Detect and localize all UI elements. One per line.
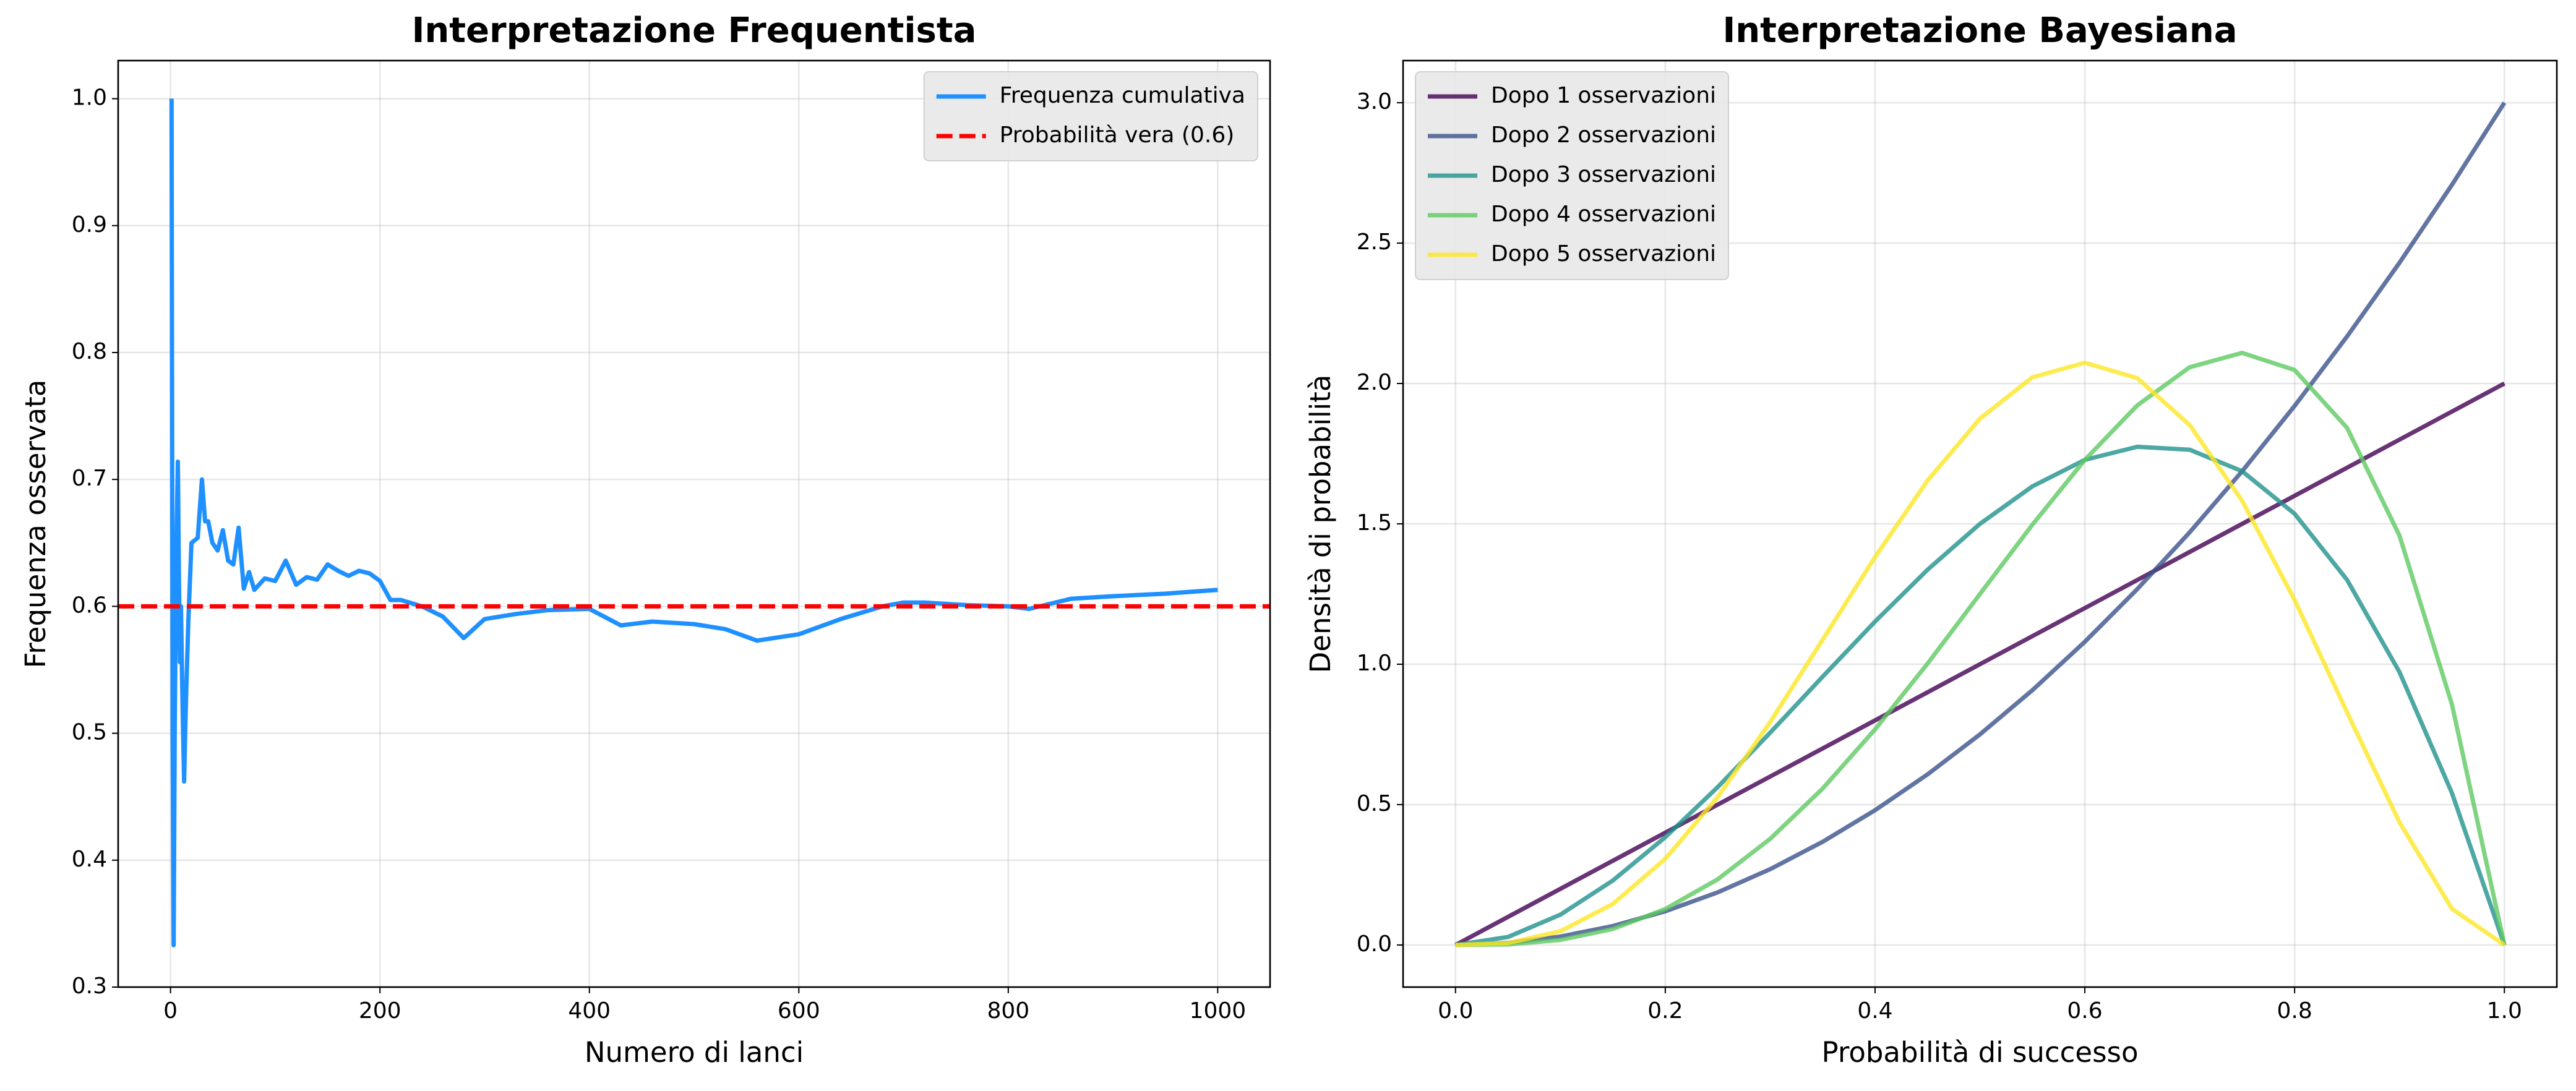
y-axis-label: Frequenza osservata <box>19 380 52 669</box>
x-tick-label: 0.4 <box>1857 998 1892 1024</box>
legend-label: Dopo 3 osservazioni <box>1491 162 1716 187</box>
chart-title: Interpretazione Frequentista <box>412 11 977 51</box>
legend-label: Dopo 5 osservazioni <box>1491 241 1716 267</box>
legend: Frequenza cumulativa Probabilità vera (0.… <box>923 71 1258 161</box>
x-axis-label: Numero di lanci <box>585 1036 804 1069</box>
legend-label: Dopo 1 osservazioni <box>1491 83 1716 108</box>
legend-label: Dopo 4 osservazioni <box>1491 202 1716 227</box>
y-tick-label: 0.5 <box>1357 791 1392 816</box>
legend-box <box>1415 71 1730 280</box>
legend: Dopo 1 osservazioni Dopo 2 osservazioni Do… <box>1415 71 1730 280</box>
series-line <box>1455 444 2507 948</box>
x-tick-label: 0.6 <box>2067 998 2102 1024</box>
y-tick-label: 0.6 <box>72 593 107 618</box>
y-axis-label: Densità di probabilità <box>1304 375 1337 674</box>
x-tick-label: 0 <box>163 998 178 1024</box>
x-tick-label: 0.8 <box>2277 998 2312 1024</box>
y-tick-label: 1.5 <box>1357 510 1392 536</box>
y-tick-label: 0.7 <box>72 466 107 491</box>
legend-label: Frequenza cumulativa <box>1000 83 1245 108</box>
plot-frame <box>117 59 1271 988</box>
y-tick-label: 0.5 <box>72 720 107 745</box>
y-tick-label: 1.0 <box>72 85 107 111</box>
series-line <box>1455 351 2507 948</box>
plot-frame <box>1402 59 2558 988</box>
chart-title: Interpretazione Bayesiana <box>1722 11 2237 51</box>
x-tick-label: 600 <box>778 998 820 1024</box>
legend-label: Dopo 2 osservazioni <box>1491 122 1716 148</box>
x-tick-label: 0.2 <box>1647 998 1683 1024</box>
series-line <box>169 98 1218 948</box>
y-tick-label: 1.0 <box>1357 651 1392 676</box>
y-tick-label: 2.0 <box>1357 370 1392 395</box>
series-line <box>1454 381 2505 947</box>
y-tick-label: 3.0 <box>1357 89 1392 114</box>
x-tick-label: 0.0 <box>1438 998 1473 1024</box>
y-tick-label: 0.9 <box>72 212 107 237</box>
x-tick-label: 400 <box>568 998 611 1024</box>
y-tick-label: 0.8 <box>72 339 107 364</box>
legend-box <box>923 71 1258 161</box>
x-tick-label: 800 <box>987 998 1029 1024</box>
y-tick-label: 0.4 <box>72 847 107 872</box>
x-tick-label: 200 <box>359 998 401 1024</box>
legend-label: Probabilità vera (0.6) <box>1000 122 1235 148</box>
x-tick-label: 1000 <box>1190 998 1247 1024</box>
series-line <box>1455 360 2506 948</box>
x-axis-label: Probabilità di successo <box>1821 1036 2138 1069</box>
y-tick-label: 0.3 <box>72 973 107 999</box>
y-tick-label: 2.5 <box>1357 229 1392 255</box>
y-tick-label: 0.0 <box>1357 931 1392 957</box>
x-tick-label: 1.0 <box>2487 998 2522 1024</box>
